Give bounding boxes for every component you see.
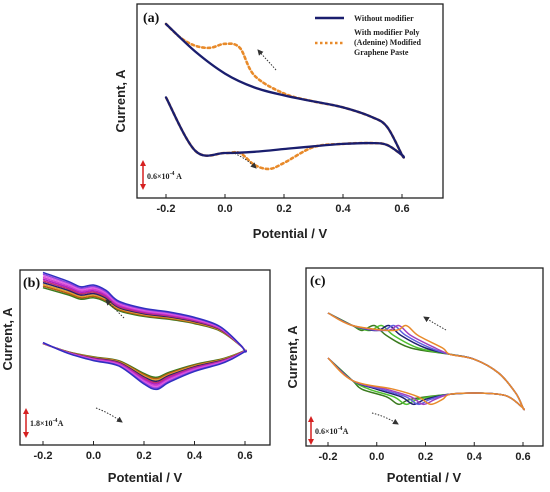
panel-a-scale-bar: 0.6×10-4 A: [140, 160, 182, 190]
series-scan-10: [42, 271, 247, 391]
x-tick-label: -0.2: [157, 203, 176, 215]
panel-c-plot-area: [327, 312, 525, 411]
scale-bar-top-arrow: [308, 416, 314, 422]
x-tick-label: 0.6: [237, 450, 252, 462]
legend-label-without-modifier: Without modifier: [354, 14, 414, 23]
scale-bar-exponent: -4: [170, 171, 175, 177]
scale-bar-top-arrow: [23, 408, 29, 414]
panel-a-ylabel: Current, A: [113, 69, 128, 133]
panel-b-ylabel: Current, A: [0, 307, 15, 371]
scale-bar-value: 0.6×10: [315, 427, 338, 436]
legend-label-with-modifier-line2: (Adenine) Modified: [354, 38, 421, 47]
scale-bar-label: 1.8×10-4A: [30, 418, 64, 428]
legend-label-with-modifier-line1: With modifier Poly: [354, 28, 419, 37]
panel-b-scan-arrow-upper: [105, 299, 125, 319]
panel-a: (a) -0.2 0.0 0.2 0.4 0.6 Current, A Potentia…: [113, 3, 444, 241]
panel-a-label: (a): [143, 11, 160, 26]
scale-bar-value: 0.6×10: [147, 172, 170, 181]
x-tick-label: 0.2: [136, 450, 151, 462]
panel-c-ylabel: Current, A: [285, 325, 300, 389]
scale-bar-unit: A: [343, 427, 349, 436]
scale-bar-exponent: -4: [338, 426, 343, 432]
series-scan-6: [327, 312, 525, 411]
x-tick-label: 0.4: [187, 450, 203, 462]
panel-c-frame: [305, 267, 544, 447]
x-tick-label: 0.2: [276, 203, 291, 215]
x-tick-label: 0.6: [515, 451, 530, 463]
panel-b-frame: [19, 269, 271, 446]
panel-c-label: (c): [310, 274, 326, 289]
panel-b-scale-bar: 1.8×10-4A: [23, 408, 64, 438]
panel-b-label: (b): [23, 276, 40, 291]
panel-a-scan-arrow-upper: [257, 49, 277, 71]
scale-bar-value: 1.8×10: [30, 419, 53, 428]
scale-bar-label: 0.6×10-4A: [315, 426, 349, 436]
panel-c-x-ticks: -0.2 0.0 0.2 0.4 0.6: [319, 442, 531, 463]
scale-bar-label: 0.6×10-4 A: [147, 171, 182, 181]
series-scan-5: [327, 312, 525, 411]
x-tick-label: 0.0: [369, 451, 384, 463]
scale-bar-unit: A: [175, 172, 183, 181]
panel-b-plot-area: [42, 271, 247, 391]
scale-bar-top-arrow: [140, 160, 146, 166]
panel-a-legend: Without modifier With modifier Poly (Ade…: [315, 14, 421, 57]
panel-c-scan-arrow-lower: [371, 412, 399, 425]
x-tick-label: 0.0: [217, 203, 232, 215]
panel-a-xlabel: Potential / V: [253, 226, 328, 241]
x-tick-label: 0.4: [467, 451, 483, 463]
panel-c: (c) -0.2 0.0 0.2 0.4 0.6 Current, A Potentia…: [285, 267, 544, 485]
scale-bar-unit: A: [58, 419, 64, 428]
panel-a-x-ticks: -0.2 0.0 0.2 0.4 0.6: [157, 194, 410, 215]
panel-b-scan-arrow-lower: [95, 407, 123, 423]
legend-label-with-modifier-line3: Graphene Paste: [354, 48, 409, 57]
x-tick-label: -0.2: [319, 451, 338, 463]
scale-bar-bottom-arrow: [308, 439, 314, 445]
x-tick-label: 0.0: [86, 450, 101, 462]
series-without-modifier: [164, 22, 406, 159]
panel-a-frame: [136, 3, 444, 199]
scale-bar-exponent: -4: [53, 418, 58, 424]
scale-bar-bottom-arrow: [23, 432, 29, 438]
x-tick-label: -0.2: [34, 450, 53, 462]
x-tick-label: 0.6: [394, 203, 409, 215]
panel-c-scan-arrow-upper: [423, 316, 447, 331]
panel-b-xlabel: Potential / V: [108, 470, 183, 485]
scale-bar-bottom-arrow: [140, 184, 146, 190]
panel-b: (b) -0.2 0.0 0.2 0.4 0.6 Current, A Potentia…: [0, 269, 271, 485]
x-tick-label: 0.4: [335, 203, 351, 215]
panel-c-scale-bar: 0.6×10-4A: [308, 416, 349, 445]
x-tick-label: 0.2: [418, 451, 433, 463]
panel-b-x-ticks: -0.2 0.0 0.2 0.4 0.6: [34, 441, 253, 462]
panel-c-xlabel: Potential / V: [387, 470, 462, 485]
